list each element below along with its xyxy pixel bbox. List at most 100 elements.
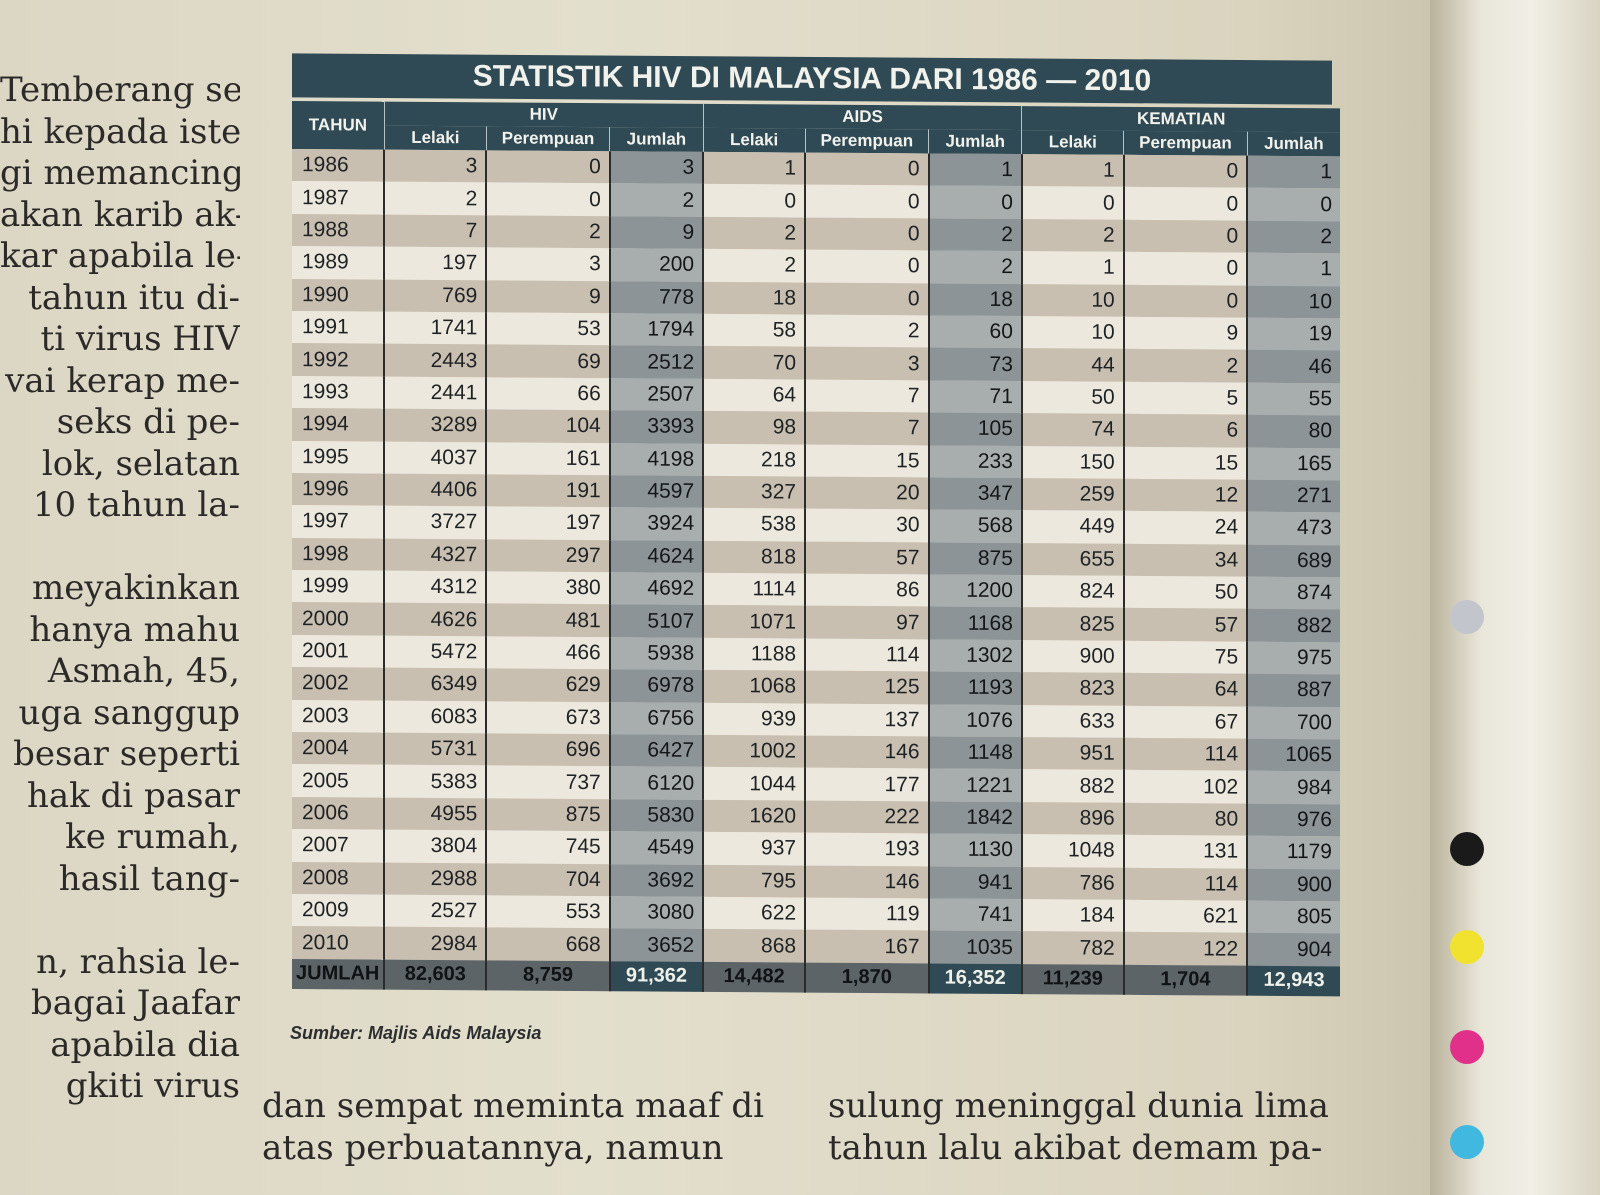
value-cell: 633 xyxy=(1021,704,1124,738)
value-cell: 6756 xyxy=(609,701,704,735)
value-cell: 380 xyxy=(486,571,610,605)
left-article-column: Temberang se-hi kepada isterigi memancin… xyxy=(0,70,240,1108)
value-cell: 2 xyxy=(928,250,1022,284)
value-cell: 200 xyxy=(609,248,704,282)
value-cell: 3 xyxy=(486,247,610,281)
value-cell: 621 xyxy=(1123,899,1248,934)
value-cell: 0 xyxy=(703,184,806,218)
value-cell: 2 xyxy=(384,182,487,216)
value-cell: 167 xyxy=(805,929,929,964)
article-line: hanya mahu xyxy=(29,609,240,650)
value-cell: 9 xyxy=(609,215,704,250)
subheader-jumlah: Jumlah xyxy=(1247,131,1340,157)
value-cell: 2 xyxy=(486,215,610,249)
value-cell: 1002 xyxy=(703,734,806,769)
value-cell: 1302 xyxy=(928,639,1022,673)
value-cell: 86 xyxy=(805,573,929,607)
value-cell: 805 xyxy=(1247,900,1340,934)
total-cell: 91,362 xyxy=(609,960,704,992)
year-cell: 2005 xyxy=(292,764,385,798)
value-cell: 193 xyxy=(805,832,929,867)
value-cell: 222 xyxy=(805,800,929,834)
value-cell: 1794 xyxy=(609,313,704,347)
value-cell: 1076 xyxy=(928,704,1022,738)
total-cell: 8,759 xyxy=(486,960,610,991)
registration-dot xyxy=(1450,600,1484,634)
value-cell: 114 xyxy=(1123,737,1248,772)
value-cell: 102 xyxy=(1123,770,1248,804)
value-cell: 9 xyxy=(486,279,610,314)
value-cell: 44 xyxy=(1021,348,1124,382)
value-cell: 874 xyxy=(1247,576,1340,610)
value-cell: 1044 xyxy=(703,767,806,801)
value-cell: 0 xyxy=(1123,284,1248,318)
value-cell: 1842 xyxy=(928,801,1022,835)
year-cell: 1992 xyxy=(292,343,385,377)
year-cell: 2001 xyxy=(292,634,385,668)
value-cell: 119 xyxy=(805,897,929,931)
value-cell: 824 xyxy=(1021,575,1124,609)
value-cell: 1 xyxy=(1021,251,1124,285)
year-cell: 1993 xyxy=(292,375,385,409)
value-cell: 146 xyxy=(805,865,929,899)
value-cell: 0 xyxy=(486,150,610,184)
value-cell: 1200 xyxy=(928,574,1022,608)
year-cell: 2010 xyxy=(292,926,385,960)
value-cell: 80 xyxy=(1247,414,1340,448)
value-cell: 0 xyxy=(805,217,929,251)
value-cell: 2 xyxy=(703,216,806,250)
value-cell: 3 xyxy=(384,149,487,183)
value-cell: 696 xyxy=(486,733,610,767)
value-cell: 0 xyxy=(805,184,929,219)
article-line: bagai Jaafar xyxy=(30,983,240,1023)
value-cell: 1 xyxy=(703,151,806,185)
value-cell: 0 xyxy=(486,182,610,216)
value-cell: 3 xyxy=(609,151,704,185)
registration-dot xyxy=(1450,930,1484,964)
value-cell: 197 xyxy=(486,506,610,540)
subheader-lelaki: Lelaki xyxy=(1021,130,1124,155)
value-cell: 131 xyxy=(1123,835,1248,869)
total-cell: 1,704 xyxy=(1123,964,1248,996)
registration-dot xyxy=(1450,1030,1484,1064)
value-cell: 2443 xyxy=(384,343,487,378)
value-cell: 146 xyxy=(805,735,929,769)
value-cell: 297 xyxy=(486,539,610,573)
article-line: atas perbuatannya, namun xyxy=(262,1128,724,1168)
value-cell: 191 xyxy=(486,474,610,508)
value-cell: 0 xyxy=(805,249,929,284)
value-cell: 197 xyxy=(384,246,487,280)
article-line: uga sanggup xyxy=(18,692,240,733)
article-line: kar apabila le- xyxy=(0,236,240,276)
article-line: tahun itu di- xyxy=(28,277,240,318)
year-cell: 2004 xyxy=(292,732,385,766)
value-cell: 2 xyxy=(928,218,1022,252)
year-cell: 2007 xyxy=(292,829,385,863)
article-line: Asmah, 45, xyxy=(47,651,240,691)
value-cell: 20 xyxy=(805,476,929,510)
value-cell: 1741 xyxy=(384,311,487,345)
value-cell: 6978 xyxy=(609,669,704,703)
value-cell: 98 xyxy=(703,410,806,445)
year-cell: 2002 xyxy=(292,667,385,701)
value-cell: 951 xyxy=(1021,737,1124,771)
value-cell: 7 xyxy=(384,214,487,248)
year-cell: 1988 xyxy=(292,213,385,247)
value-cell: 57 xyxy=(1123,608,1248,642)
year-cell: 1991 xyxy=(292,310,385,344)
table-source: Sumber: Majlis Aids Malaysia xyxy=(290,1023,542,1043)
value-cell: 976 xyxy=(1247,803,1340,837)
value-cell: 114 xyxy=(805,638,929,672)
value-cell: 19 xyxy=(1247,317,1340,351)
value-cell: 4198 xyxy=(609,442,704,476)
value-cell: 473 xyxy=(1247,511,1340,546)
value-cell: 18 xyxy=(928,283,1022,317)
year-cell: 1998 xyxy=(292,537,385,571)
value-cell: 15 xyxy=(1123,446,1248,480)
value-cell: 0 xyxy=(1247,188,1340,222)
article-line: vai kerap me- xyxy=(5,360,240,401)
value-cell: 271 xyxy=(1247,479,1340,513)
value-cell: 700 xyxy=(1247,706,1340,740)
value-cell: 4327 xyxy=(384,538,487,572)
value-cell: 5 xyxy=(1123,381,1248,415)
